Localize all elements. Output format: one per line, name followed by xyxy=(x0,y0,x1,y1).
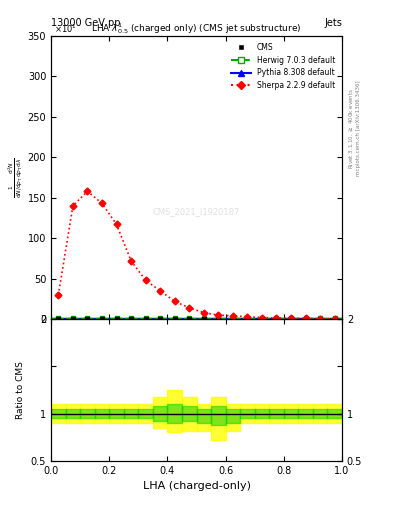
Pythia 8.308 default xyxy=(281,315,286,321)
Pythia 8.308 default xyxy=(325,315,330,321)
Sherpa 2.2.9 default xyxy=(71,203,75,209)
Pythia 8.308 default xyxy=(194,315,199,321)
Pythia 8.308 default xyxy=(238,315,242,321)
Sherpa 2.2.9 default xyxy=(129,258,134,264)
Sherpa 2.2.9 default xyxy=(114,221,119,227)
CMS xyxy=(231,316,235,322)
Pythia 8.308 default xyxy=(252,315,257,321)
Sherpa 2.2.9 default xyxy=(332,316,337,322)
Text: $\times 10^{1}$: $\times 10^{1}$ xyxy=(54,23,77,35)
CMS xyxy=(56,316,61,322)
Herwig 7.0.3 default xyxy=(92,315,97,322)
Pythia 8.308 default xyxy=(136,315,141,321)
Sherpa 2.2.9 default xyxy=(100,200,105,206)
Text: CMS_2021_I1920187: CMS_2021_I1920187 xyxy=(153,207,240,216)
Title: LHA $\lambda^{1}_{0.5}$ (charged only) (CMS jet substructure): LHA $\lambda^{1}_{0.5}$ (charged only) (… xyxy=(91,21,302,36)
Sherpa 2.2.9 default xyxy=(274,315,279,321)
Pythia 8.308 default xyxy=(92,315,97,321)
Pythia 8.308 default xyxy=(107,315,112,321)
Herwig 7.0.3 default xyxy=(78,315,83,322)
Herwig 7.0.3 default xyxy=(151,315,155,322)
CMS xyxy=(187,316,192,322)
CMS xyxy=(318,316,323,322)
CMS xyxy=(85,316,90,322)
Sherpa 2.2.9 default xyxy=(187,305,192,311)
CMS xyxy=(143,316,148,322)
Herwig 7.0.3 default xyxy=(180,315,184,322)
Text: Jets: Jets xyxy=(324,18,342,28)
CMS xyxy=(114,316,119,322)
Sherpa 2.2.9 default xyxy=(260,314,264,321)
Pythia 8.308 default xyxy=(151,315,155,321)
Herwig 7.0.3 default xyxy=(325,315,330,322)
Herwig 7.0.3 default xyxy=(252,315,257,322)
Herwig 7.0.3 default xyxy=(281,315,286,322)
Pythia 8.308 default xyxy=(296,315,301,321)
Herwig 7.0.3 default xyxy=(165,315,170,322)
Pythia 8.308 default xyxy=(209,315,213,321)
Y-axis label: $\frac{1}{\mathrm{d}N / \mathrm{d}p_{\mathrm{T}}} \frac{\mathrm{d}^2 N}{\mathrm{: $\frac{1}{\mathrm{d}N / \mathrm{d}p_{\ma… xyxy=(7,157,25,198)
Herwig 7.0.3 default xyxy=(238,315,242,322)
Sherpa 2.2.9 default xyxy=(56,292,61,298)
Herwig 7.0.3 default xyxy=(63,315,68,322)
CMS xyxy=(173,316,177,322)
Sherpa 2.2.9 default xyxy=(202,310,206,316)
CMS xyxy=(260,316,264,322)
Sherpa 2.2.9 default xyxy=(289,315,294,322)
Sherpa 2.2.9 default xyxy=(158,288,163,294)
CMS xyxy=(289,316,294,322)
Legend: CMS, Herwig 7.0.3 default, Pythia 8.308 default, Sherpa 2.2.9 default: CMS, Herwig 7.0.3 default, Pythia 8.308 … xyxy=(228,39,338,93)
Pythia 8.308 default xyxy=(223,315,228,321)
Pythia 8.308 default xyxy=(340,315,344,321)
Herwig 7.0.3 default xyxy=(209,315,213,322)
Pythia 8.308 default xyxy=(267,315,272,321)
Herwig 7.0.3 default xyxy=(136,315,141,322)
Text: Rivet 3.1.10, $\geq$ 400k events: Rivet 3.1.10, $\geq$ 400k events xyxy=(348,88,355,168)
X-axis label: LHA (charged-only): LHA (charged-only) xyxy=(143,481,250,491)
Herwig 7.0.3 default xyxy=(267,315,272,322)
CMS xyxy=(129,316,134,322)
Pythia 8.308 default xyxy=(121,315,126,321)
Herwig 7.0.3 default xyxy=(107,315,112,322)
Pythia 8.308 default xyxy=(49,315,53,321)
Sherpa 2.2.9 default xyxy=(318,316,323,322)
Pythia 8.308 default xyxy=(310,315,315,321)
CMS xyxy=(245,316,250,322)
Sherpa 2.2.9 default xyxy=(216,312,221,318)
Sherpa 2.2.9 default xyxy=(85,188,90,195)
Herwig 7.0.3 default xyxy=(223,315,228,322)
Sherpa 2.2.9 default xyxy=(245,314,250,320)
CMS xyxy=(216,316,221,322)
Y-axis label: Ratio to CMS: Ratio to CMS xyxy=(16,361,25,419)
CMS xyxy=(71,316,75,322)
Text: 13000 GeV pp: 13000 GeV pp xyxy=(51,18,121,28)
CMS xyxy=(158,316,163,322)
Pythia 8.308 default xyxy=(63,315,68,321)
Herwig 7.0.3 default xyxy=(310,315,315,322)
Herwig 7.0.3 default xyxy=(194,315,199,322)
Herwig 7.0.3 default xyxy=(340,315,344,322)
CMS xyxy=(332,316,337,322)
Pythia 8.308 default xyxy=(165,315,170,321)
Pythia 8.308 default xyxy=(78,315,83,321)
Sherpa 2.2.9 default xyxy=(303,315,308,322)
Herwig 7.0.3 default xyxy=(49,315,53,322)
CMS xyxy=(202,316,206,322)
CMS xyxy=(303,316,308,322)
Line: CMS: CMS xyxy=(56,317,337,321)
Line: Sherpa 2.2.9 default: Sherpa 2.2.9 default xyxy=(56,189,337,322)
Sherpa 2.2.9 default xyxy=(173,298,177,305)
Sherpa 2.2.9 default xyxy=(231,313,235,319)
Pythia 8.308 default xyxy=(180,315,184,321)
Herwig 7.0.3 default xyxy=(121,315,126,322)
CMS xyxy=(274,316,279,322)
Text: mcplots.cern.ch [arXiv:1306.3436]: mcplots.cern.ch [arXiv:1306.3436] xyxy=(356,80,361,176)
CMS xyxy=(100,316,105,322)
Herwig 7.0.3 default xyxy=(296,315,301,322)
Sherpa 2.2.9 default xyxy=(143,277,148,283)
